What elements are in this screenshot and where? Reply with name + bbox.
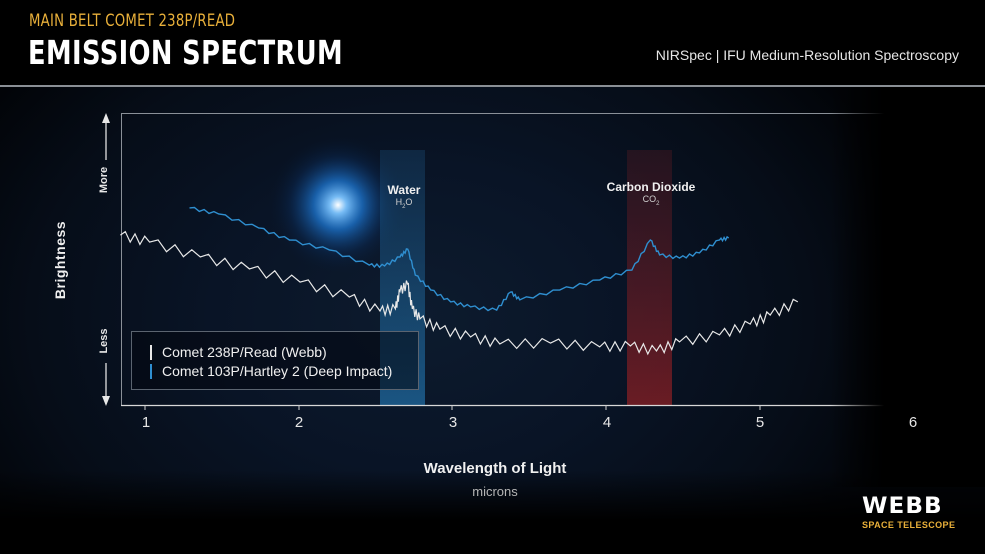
chart-legend: Comet 238P/Read (Webb) Comet 103P/Hartle… xyxy=(131,331,419,390)
legend-swatch xyxy=(150,363,152,379)
x-ticks xyxy=(144,405,914,410)
x-tick-label: 6 xyxy=(908,414,918,431)
comet-image-glow xyxy=(268,135,408,275)
co2-band xyxy=(627,150,672,405)
x-tick-label: 2 xyxy=(294,414,304,431)
x-axis-label: Wavelength of Light xyxy=(423,460,567,477)
co2-annotation-label: Carbon Dioxide xyxy=(606,180,696,194)
edge-fade xyxy=(830,87,985,487)
legend-item-deep-impact: Comet 103P/Hartley 2 (Deep Impact) xyxy=(150,363,392,379)
chart-subtitle: MAIN BELT COMET 238P/READ xyxy=(29,11,236,31)
legend-label: Comet 103P/Hartley 2 (Deep Impact) xyxy=(162,363,393,379)
y-axis-less-label: Less xyxy=(98,328,110,354)
x-tick-label: 5 xyxy=(755,414,765,431)
x-tick-label: 1 xyxy=(141,414,151,431)
legend-label: Comet 238P/Read (Webb) xyxy=(162,344,327,360)
logo-subtitle: SPACE TELESCOPE xyxy=(862,520,956,530)
y-axis-more-label: More xyxy=(98,166,110,194)
y-arrow-up-icon xyxy=(102,113,110,160)
series-webb-line xyxy=(120,230,799,356)
legend-item-webb: Comet 238P/Read (Webb) xyxy=(150,344,327,360)
series-deep-impact-line xyxy=(189,206,730,312)
instrument-label: NIRSpec | IFU Medium-Resolution Spectros… xyxy=(655,47,959,63)
chart-title: EMISSION SPECTRUM xyxy=(28,33,344,72)
logo-wordmark: WEBB xyxy=(862,494,943,519)
legend-swatch xyxy=(150,344,152,360)
y-arrow-down-icon xyxy=(102,363,110,406)
x-tick-label: 4 xyxy=(602,414,612,431)
header: MAIN BELT COMET 238P/READ EMISSION SPECT… xyxy=(0,0,985,86)
bottom-fade xyxy=(0,470,985,554)
webb-logo: WEBB SPACE TELESCOPE xyxy=(862,496,956,531)
x-tick-label: 3 xyxy=(448,414,458,431)
co2-formula: CO2 xyxy=(642,194,660,207)
x-axis-unit: microns xyxy=(472,484,518,499)
water-formula: H2O xyxy=(395,197,413,210)
y-axis-label: Brightness xyxy=(52,220,68,300)
header-divider xyxy=(0,85,985,87)
water-annotation-label: Water xyxy=(387,183,421,197)
